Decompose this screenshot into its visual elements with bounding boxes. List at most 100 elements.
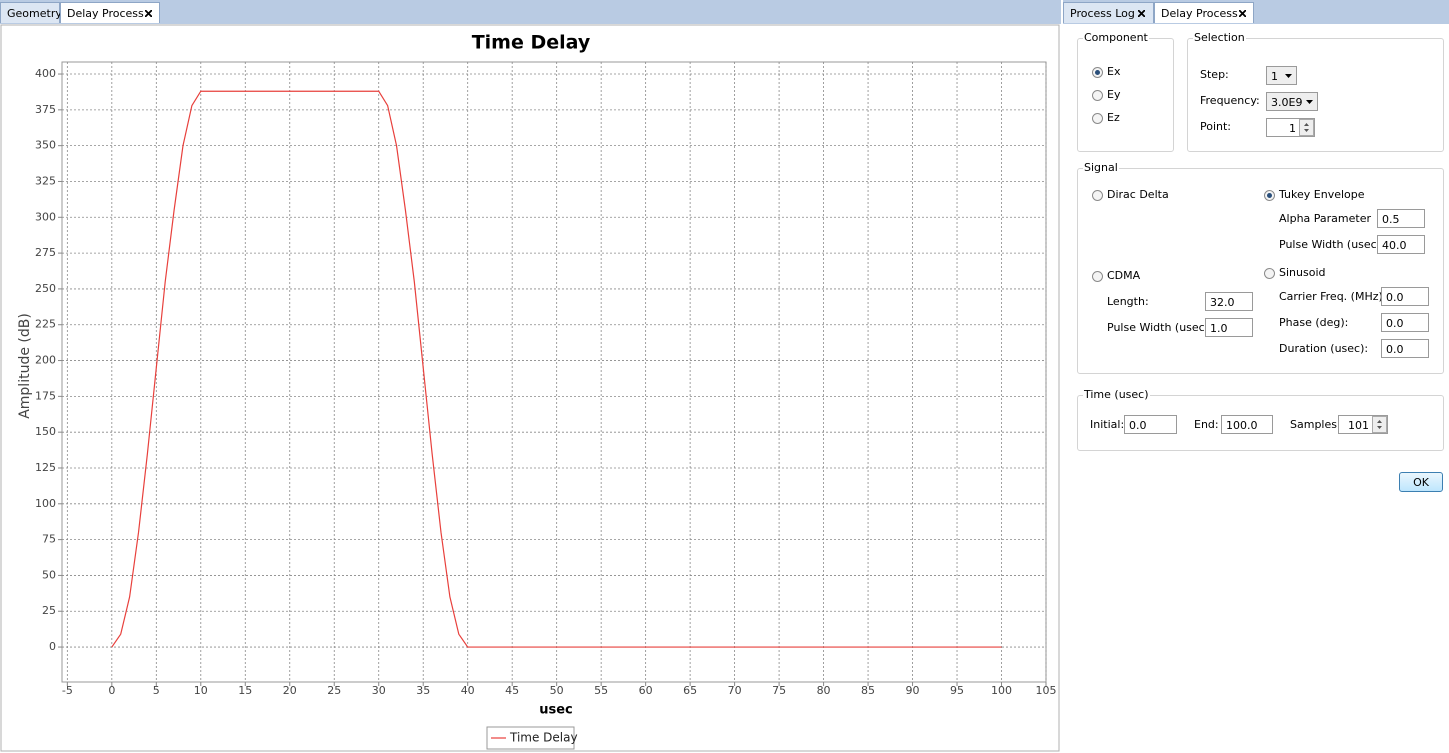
spinner-value: 101	[1348, 419, 1369, 432]
tab[interactable]: Delay Process	[1154, 2, 1254, 23]
group-box: Time (usec)	[1077, 388, 1444, 451]
field-label: Duration (usec):	[1279, 342, 1369, 355]
y-tick-label: 25	[42, 604, 56, 617]
x-tick-label: 65	[683, 684, 697, 697]
x-tick-label: 0	[108, 684, 115, 697]
radio-label: Ey	[1107, 88, 1121, 101]
y-tick-label: 350	[35, 139, 56, 152]
radio-label: Sinusoid	[1279, 266, 1326, 279]
radio-label: Tukey Envelope	[1279, 188, 1365, 201]
y-tick-label: 375	[35, 103, 56, 116]
y-tick-label: 250	[35, 282, 56, 295]
field-label: Length:	[1107, 295, 1149, 308]
x-tick-label: 85	[861, 684, 875, 697]
group-box: Selection	[1187, 31, 1444, 152]
y-tick-label: 400	[35, 67, 56, 80]
tab[interactable]: Geometry	[0, 2, 62, 23]
y-axis-label: Amplitude (dB)	[17, 313, 33, 419]
tab[interactable]: Delay Process	[60, 2, 160, 23]
group-title: Component	[1083, 31, 1149, 44]
y-tick-label: 275	[35, 246, 56, 259]
y-tick-label: 75	[42, 533, 56, 546]
radio[interactable]	[1264, 268, 1275, 279]
radio[interactable]	[1264, 190, 1275, 201]
y-tick-label: 225	[35, 318, 56, 331]
x-tick-label: 90	[906, 684, 920, 697]
chart-title: Time Delay	[472, 32, 591, 54]
radio-label: Dirac Delta	[1107, 188, 1169, 201]
field-label: Alpha Parameter	[1279, 212, 1372, 225]
text-input[interactable]: 40.0	[1377, 235, 1425, 254]
group-title: Selection	[1193, 31, 1246, 44]
x-tick-label: -5	[62, 684, 73, 697]
plot-area	[61, 61, 1047, 683]
radio[interactable]	[1092, 190, 1103, 201]
x-tick-label: 10	[194, 684, 208, 697]
close-icon[interactable]	[1239, 10, 1246, 17]
x-tick-label: 50	[550, 684, 564, 697]
legend-label: Time Delay	[509, 731, 578, 745]
field-label: Carrier Freq. (MHz):	[1279, 290, 1387, 303]
tab[interactable]: Process Log	[1063, 2, 1154, 23]
tab-label: Delay Process	[1161, 7, 1238, 20]
x-tick-label: 45	[505, 684, 519, 697]
field-label: End:	[1194, 418, 1219, 431]
text-input[interactable]: 0.0	[1381, 339, 1429, 358]
x-tick-label: 30	[372, 684, 386, 697]
field-label: Phase (deg):	[1279, 316, 1349, 329]
text-input[interactable]: 1.0	[1205, 318, 1253, 337]
series-line	[111, 90, 1002, 648]
radio[interactable]	[1092, 90, 1103, 101]
y-tick-label: 125	[35, 461, 56, 474]
x-tick-label: 5	[153, 684, 160, 697]
dropdown-value: 3.0E9	[1271, 96, 1303, 109]
text-input[interactable]: 0.5	[1377, 209, 1425, 228]
y-tick-label: 300	[35, 210, 56, 223]
radio-label: Ex	[1107, 65, 1121, 78]
legend-box	[486, 726, 575, 750]
group-box: Component	[1077, 31, 1174, 152]
radio[interactable]	[1092, 67, 1103, 78]
y-tick-label: 150	[35, 425, 56, 438]
x-tick-label: 40	[461, 684, 475, 697]
text-input[interactable]: 100.0	[1221, 415, 1273, 434]
x-tick-label: 35	[416, 684, 430, 697]
y-tick-label: 325	[35, 174, 56, 187]
radio[interactable]	[1092, 113, 1103, 124]
text-input[interactable]: 0.0	[1381, 287, 1429, 306]
dropdown[interactable]: 3.0E9	[1266, 92, 1318, 111]
tab-bar: Geometry Delay Process	[0, 0, 1061, 24]
x-tick-label: 105	[1036, 684, 1057, 697]
dropdown[interactable]: 1	[1266, 66, 1297, 85]
close-icon[interactable]	[1138, 10, 1145, 17]
text-input[interactable]: 0.0	[1124, 415, 1177, 434]
group-box: Signal	[1077, 161, 1444, 374]
x-axis-label: usec	[539, 703, 573, 718]
text-input[interactable]: 0.0	[1381, 313, 1429, 332]
spinner-buttons[interactable]	[1372, 416, 1387, 433]
spinner[interactable]: 1	[1266, 118, 1315, 137]
field-label: Pulse Width (usec)	[1279, 238, 1382, 251]
text-input[interactable]: 32.0	[1205, 292, 1253, 311]
tab-bar: Process Log Delay Process	[1063, 0, 1449, 24]
group-title: Time (usec)	[1083, 388, 1150, 401]
spinner[interactable]: 101	[1338, 415, 1388, 434]
spinner-value: 1	[1289, 122, 1296, 135]
x-tick-label: 80	[817, 684, 831, 697]
y-tick-label: 50	[42, 568, 56, 581]
y-tick-label: 100	[35, 497, 56, 510]
close-icon[interactable]	[145, 10, 152, 17]
field-label: Initial:	[1090, 418, 1125, 431]
x-tick-label: 55	[594, 684, 608, 697]
tab-label: Delay Process	[67, 7, 144, 20]
x-tick-label: 60	[639, 684, 653, 697]
ok-button[interactable]: OK	[1399, 472, 1443, 492]
x-tick-label: 75	[772, 684, 786, 697]
spinner-buttons[interactable]	[1299, 119, 1314, 136]
x-tick-label: 25	[327, 684, 341, 697]
radio[interactable]	[1092, 271, 1103, 282]
y-tick-label: 0	[49, 640, 56, 653]
field-label: Frequency:	[1200, 94, 1260, 107]
y-tick-label: 200	[35, 354, 56, 367]
